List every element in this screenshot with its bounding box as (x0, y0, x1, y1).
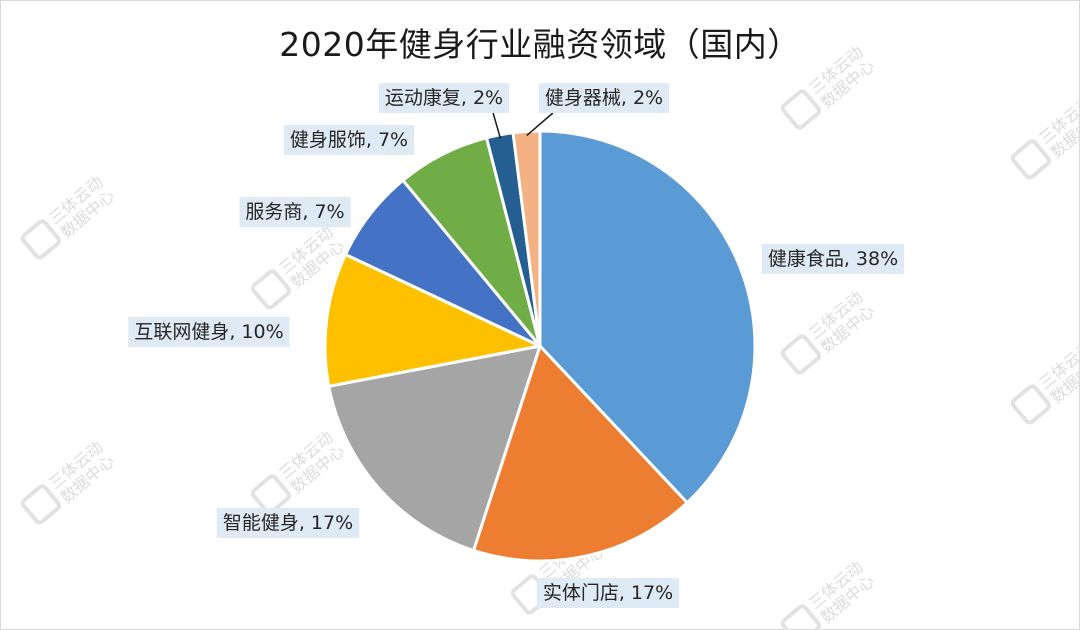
data-label-box (283, 125, 415, 155)
data-label-internet-fitness: 互联网健身, 10% (128, 317, 290, 347)
data-label-box (761, 244, 905, 274)
data-label-fitness-apparel: 健身服饰, 7% (283, 125, 415, 155)
pie-slice-smart-fitness (327, 344, 542, 552)
data-label-box (216, 508, 360, 538)
data-label-text: 健身器械, 2% (545, 87, 663, 109)
data-label-text: 健康食品, 38% (768, 248, 898, 270)
leader-line-sports-rehab (492, 112, 502, 139)
data-labels: 健康食品, 38% 实体门店, 17% 智能健身, 17% 互联网健身, 10% 服务商… (128, 83, 905, 608)
data-label-box (538, 83, 670, 113)
leader-lines (492, 112, 554, 139)
data-label-health-food: 健康食品, 38% (761, 244, 905, 274)
data-label-box (128, 317, 290, 347)
pie-slices (323, 129, 757, 563)
chart-title: 2020年健身行业融资领域（国内） (279, 25, 801, 64)
data-label-box (239, 197, 351, 227)
data-label-text: 运动康复, 2% (385, 87, 503, 109)
data-label-smart-fitness: 智能健身, 17% (216, 508, 360, 538)
data-label-fitness-equipment: 健身器械, 2% (538, 83, 670, 113)
data-label-text: 服务商, 7% (245, 201, 344, 223)
data-label-text: 互联网健身, 10% (134, 321, 283, 343)
data-label-text: 实体门店, 17% (543, 582, 673, 604)
data-label-sports-rehab: 运动康复, 2% (378, 83, 510, 113)
data-label-text: 智能健身, 17% (223, 512, 353, 534)
pie-slice-health-food (538, 129, 757, 505)
data-label-box (536, 578, 680, 608)
data-label-text: 健身服饰, 7% (290, 129, 408, 151)
pie-slice-fitness-equipment (511, 129, 542, 348)
leader-line-fitness-equipment (526, 112, 554, 136)
data-label-physical-store: 实体门店, 17% (536, 578, 680, 608)
data-label-box (378, 83, 510, 113)
data-label-service-provider: 服务商, 7% (239, 197, 351, 227)
pie-slice-physical-store (472, 344, 689, 563)
pie-slice-internet-fitness (323, 252, 542, 388)
